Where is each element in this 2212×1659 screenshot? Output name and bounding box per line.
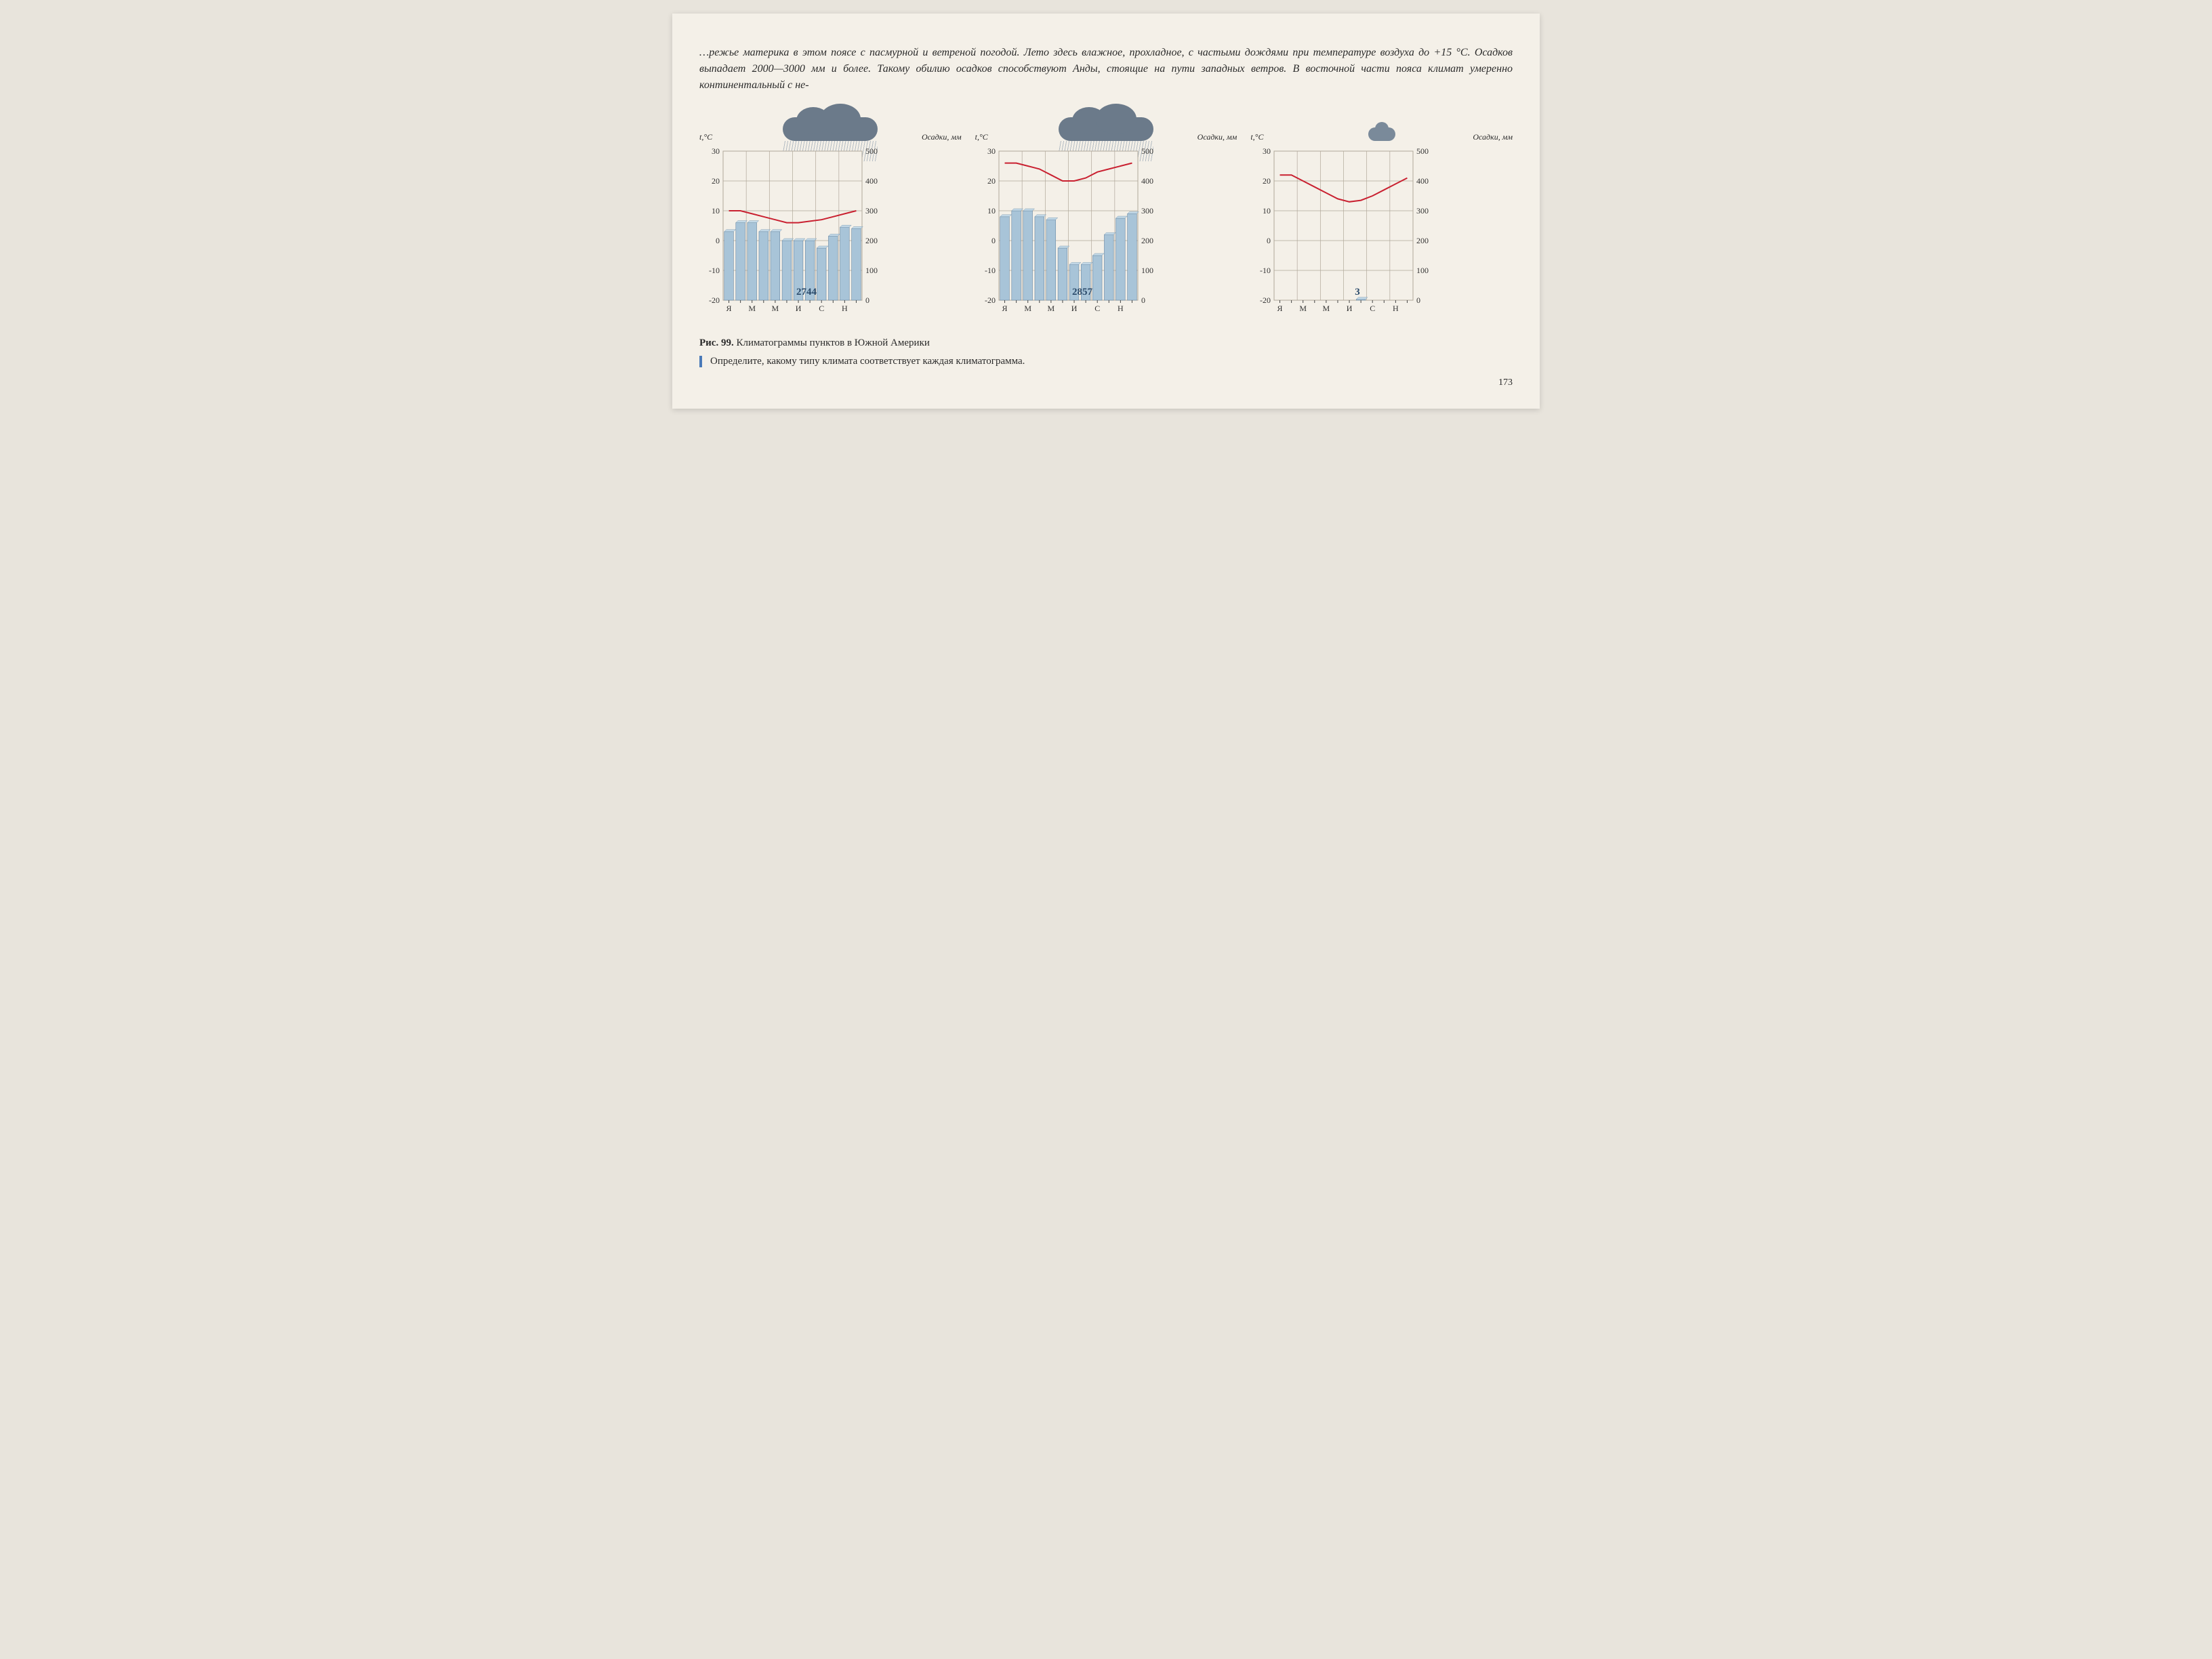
chart-plot: t,°CОсадки, мм3050020400103000200-10100-… — [1250, 144, 1513, 324]
svg-text:0: 0 — [716, 236, 720, 245]
svg-text:500: 500 — [1141, 146, 1153, 156]
svg-text:200: 200 — [1416, 236, 1429, 245]
svg-text:М: М — [1024, 304, 1031, 313]
temp-axis-label: t,°C — [975, 132, 988, 142]
svg-text:30: 30 — [987, 146, 996, 156]
svg-text:С: С — [1370, 304, 1376, 313]
svg-text:2744: 2744 — [796, 287, 817, 298]
svg-text:И: И — [1071, 304, 1077, 313]
svg-text:М: М — [748, 304, 756, 313]
svg-text:200: 200 — [1141, 236, 1153, 245]
svg-text:400: 400 — [865, 176, 878, 186]
svg-text:-10: -10 — [985, 266, 996, 275]
svg-text:И: И — [1347, 304, 1353, 313]
svg-text:200: 200 — [865, 236, 878, 245]
svg-text:3: 3 — [1355, 287, 1361, 298]
svg-text:10: 10 — [712, 206, 720, 216]
precip-axis-label: Осадки, мм — [1197, 132, 1237, 142]
svg-text:0: 0 — [1141, 295, 1145, 305]
task-text: Определите, какому типу климата соответс… — [699, 356, 1513, 367]
svg-text:500: 500 — [865, 146, 878, 156]
climatogram-3: t,°CОсадки, мм3050020400103000200-10100-… — [1250, 107, 1513, 324]
chart-plot: t,°CОсадки, мм3050020400103000200-10100-… — [975, 144, 1237, 324]
svg-text:500: 500 — [1416, 146, 1429, 156]
body-text: …режье материка в этом поясе с пасмурной… — [699, 45, 1513, 94]
precip-axis-label: Осадки, мм — [922, 132, 962, 142]
svg-text:100: 100 — [1141, 266, 1153, 275]
svg-text:М: М — [1300, 304, 1307, 313]
caption-text: Климатограммы пунктов в Южной Америки — [736, 337, 929, 348]
svg-text:Н: Н — [1393, 304, 1399, 313]
chart-svg: 30 500 20 400 10 300 0 200 -10 100 -20 0 Я М М И С Н 2744 — [699, 144, 889, 321]
svg-text:300: 300 — [865, 206, 878, 216]
svg-text:0: 0 — [865, 295, 869, 305]
figure-caption: Рис. 99. Климатограммы пунктов в Южной А… — [699, 337, 1513, 349]
temp-axis-label: t,°C — [699, 132, 712, 142]
svg-text:300: 300 — [1141, 206, 1153, 216]
chart-svg: 30 500 20 400 10 300 0 200 -10 100 -20 0 Я М М И С Н 2857 — [975, 144, 1165, 321]
svg-text:0: 0 — [991, 236, 996, 245]
svg-text:30: 30 — [712, 146, 720, 156]
svg-text:20: 20 — [987, 176, 996, 186]
svg-text:20: 20 — [1263, 176, 1271, 186]
svg-text:-20: -20 — [709, 295, 720, 305]
svg-text:М: М — [772, 304, 779, 313]
svg-text:0: 0 — [1267, 236, 1271, 245]
svg-text:С: С — [1094, 304, 1100, 313]
svg-text:-20: -20 — [985, 295, 996, 305]
svg-text:30: 30 — [1263, 146, 1271, 156]
svg-text:2857: 2857 — [1072, 287, 1093, 298]
svg-text:100: 100 — [865, 266, 878, 275]
svg-text:С: С — [819, 304, 824, 313]
chart-plot: t,°CОсадки, мм3050020400103000200-10100-… — [699, 144, 962, 324]
svg-text:М: М — [1047, 304, 1054, 313]
svg-text:0: 0 — [1416, 295, 1420, 305]
svg-text:400: 400 — [1141, 176, 1153, 186]
svg-text:10: 10 — [1263, 206, 1271, 216]
svg-text:100: 100 — [1416, 266, 1429, 275]
svg-text:10: 10 — [987, 206, 996, 216]
svg-text:-10: -10 — [709, 266, 720, 275]
svg-text:Н: Н — [842, 304, 848, 313]
svg-text:400: 400 — [1416, 176, 1429, 186]
svg-text:Я: Я — [1002, 304, 1007, 313]
svg-text:-10: -10 — [1260, 266, 1271, 275]
svg-text:20: 20 — [712, 176, 720, 186]
climatogram-2: t,°C Осадки, мм 30 500 20 400 10 300 0 200 -10 100 -… — [975, 107, 1237, 324]
svg-text:И: И — [796, 304, 802, 313]
chart-svg: 30 500 20 400 10 300 0 200 -10 100 -20 0 Я М М И С Н 3 — [1250, 144, 1440, 321]
climatogram-1: t,°C Осадки, мм 30 500 20 400 10 300 0 200 -10 100 -… — [699, 107, 962, 324]
page-number: 173 — [699, 377, 1513, 388]
charts-row: t,°CОсадки, мм3050020400103000200-10100-… — [699, 107, 1513, 324]
page: …режье материка в этом поясе с пасмурной… — [672, 14, 1540, 409]
svg-text:Я: Я — [1277, 304, 1283, 313]
svg-text:-20: -20 — [1260, 295, 1271, 305]
svg-text:Я: Я — [726, 304, 732, 313]
caption-prefix: Рис. 99. — [699, 337, 734, 348]
svg-text:300: 300 — [1416, 206, 1429, 216]
svg-text:Н: Н — [1118, 304, 1124, 313]
svg-text:М: М — [1323, 304, 1330, 313]
temp-axis-label: t,°C — [1250, 132, 1263, 142]
precip-axis-label: Осадки, мм — [1473, 132, 1513, 142]
